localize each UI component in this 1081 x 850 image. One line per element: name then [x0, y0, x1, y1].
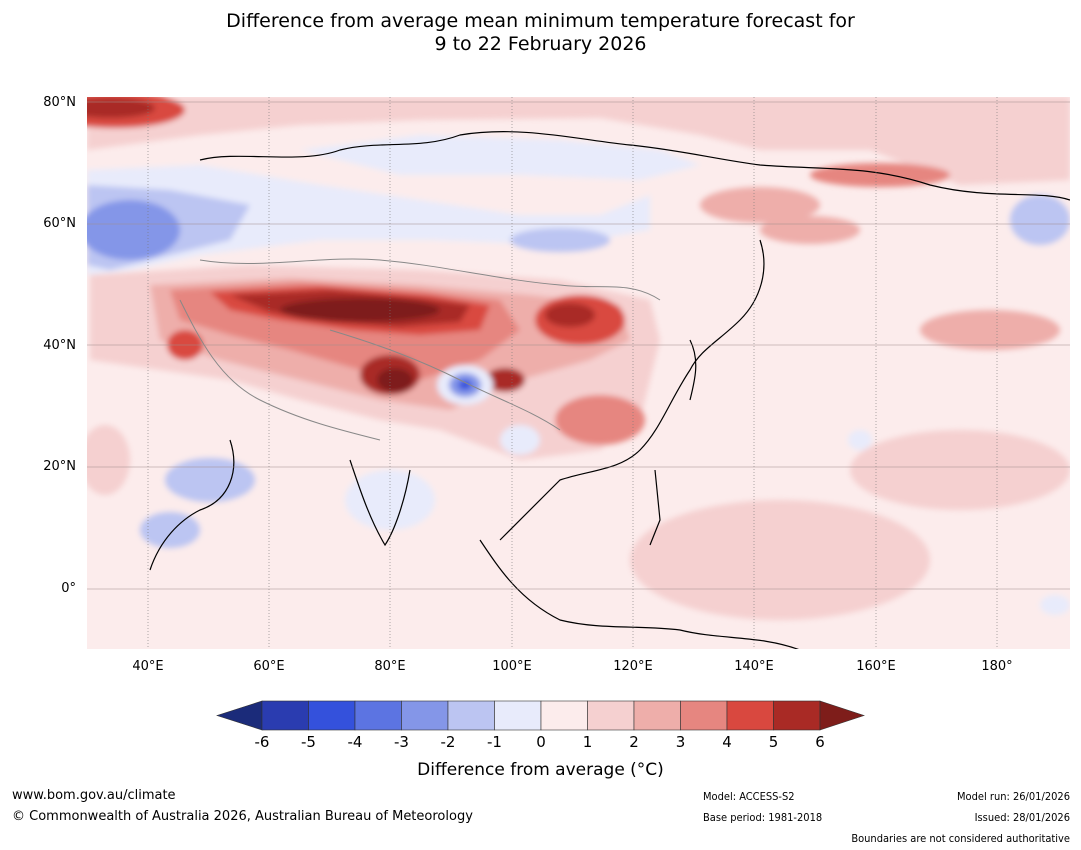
colorbar-tick-label: 5 — [768, 733, 779, 751]
lon-label-160e: 160°E — [856, 659, 896, 674]
colorbar-tick-label: -5 — [301, 733, 316, 751]
lon-label-100e: 100°E — [492, 659, 532, 674]
colorbar-bin — [726, 700, 774, 731]
coastlines — [149, 131, 1070, 649]
colorbar-bin — [587, 700, 635, 731]
colorbar-bin — [494, 700, 542, 731]
footer-base-period: Base period: 1981-2018 — [703, 811, 823, 824]
colorbar-tick-label: 1 — [582, 733, 593, 751]
map-title-line2: 9 to 22 February 2026 — [434, 33, 647, 55]
footer-model: Model: ACCESS-S2 — [703, 790, 795, 803]
colorbar-tick-label: 0 — [536, 733, 546, 751]
colorbar-tick-label: -4 — [347, 733, 363, 751]
colorbar-label: Difference from average (°C) — [417, 760, 664, 780]
parallels — [87, 101, 1070, 590]
footer-website: www.bom.gov.au/climate — [12, 788, 176, 803]
colorbar-bin — [261, 700, 309, 731]
colorbar-bin — [354, 700, 402, 731]
lon-label-120e: 120°E — [613, 659, 653, 674]
lat-label-80n: 80°N — [43, 95, 76, 110]
colorbar-tick-label: -1 — [487, 733, 502, 751]
colorbar-bin — [447, 700, 495, 731]
lon-label-40e: 40°E — [132, 659, 164, 674]
colorbar-bin — [773, 700, 821, 731]
lon-label-140e: 140°E — [734, 659, 774, 674]
colorbar-bin — [540, 700, 588, 731]
footer-copyright: © Commonwealth of Australia 2026, Austra… — [12, 809, 473, 824]
lat-label-0: 0° — [61, 581, 76, 596]
colorbar-extend-high — [819, 700, 865, 731]
footer-model-run: Model run: 26/01/2026 — [957, 790, 1070, 803]
colorbar-bin — [633, 700, 681, 731]
map-title-line1: Difference from average mean minimum tem… — [226, 10, 855, 32]
lon-label-180: 180° — [981, 659, 1013, 674]
colorbar-tick-label: -6 — [254, 733, 270, 751]
colorbar — [216, 700, 865, 731]
colorbar-bin — [401, 700, 449, 731]
colorbar-tick-label: -2 — [440, 733, 456, 751]
lat-label-60n: 60°N — [43, 216, 76, 231]
lat-label-20n: 20°N — [43, 459, 76, 474]
lat-label-40n: 40°N — [43, 338, 76, 353]
forecast-map — [87, 97, 1070, 649]
footer-disclaimer: Boundaries are not considered authoritat… — [851, 832, 1070, 845]
footer-issued: Issued: 28/01/2026 — [974, 811, 1070, 824]
colorbar-tick-label: 4 — [722, 733, 732, 751]
colorbar-tick-label: -3 — [394, 733, 409, 751]
meridians — [147, 97, 998, 649]
lon-label-80e: 80°E — [374, 659, 406, 674]
colorbar-tick-label: 3 — [675, 733, 686, 751]
lon-label-60e: 60°E — [253, 659, 285, 674]
colorbar-bin — [680, 700, 728, 731]
colorbar-bin — [308, 700, 356, 731]
colorbar-tick-label: 6 — [815, 733, 825, 751]
anomaly-field — [87, 97, 1070, 649]
borders — [179, 258, 661, 441]
colorbar-extend-low — [216, 700, 263, 731]
colorbar-tick-label: 2 — [629, 733, 639, 751]
